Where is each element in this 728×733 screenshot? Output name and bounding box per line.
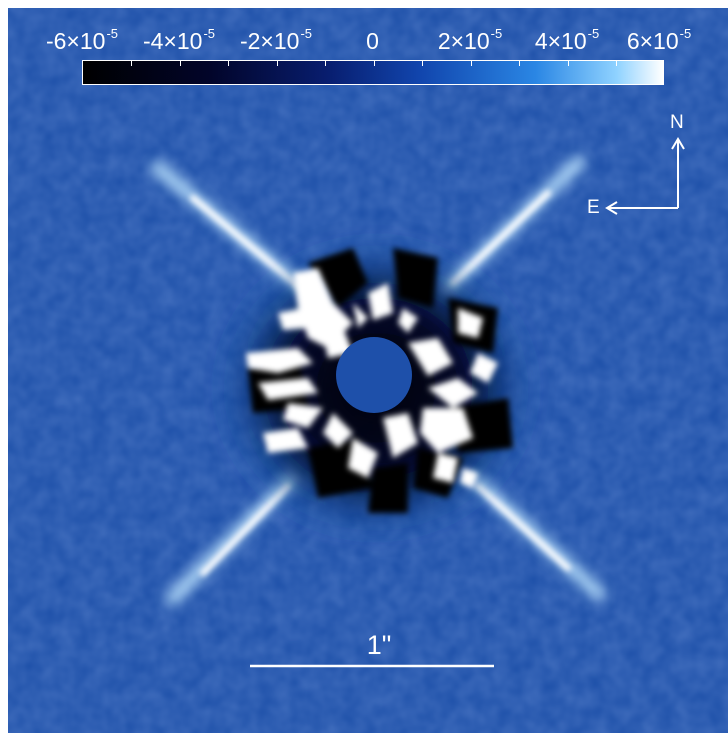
residual-image (8, 8, 728, 733)
colorbar-tick (228, 61, 229, 66)
colorbar-label: -6×10-5 (45, 26, 119, 54)
colorbar-tick (180, 61, 181, 66)
colorbar-label: -4×10-5 (142, 26, 216, 54)
colorbar-label: 6×10-5 (626, 26, 692, 54)
bright-speckles (246, 268, 498, 488)
colorbar (82, 60, 664, 85)
compass-north-label: N (670, 112, 684, 133)
compass-arrows (605, 137, 685, 215)
colorbar-labels: -6×10-5 -4×10-5 -2×10-5 0 2×10-5 4×10-5 … (8, 26, 728, 58)
colorbar-tick (519, 61, 520, 66)
colorbar-label: -2×10-5 (239, 26, 313, 54)
colorbar-tick (277, 61, 278, 66)
colorbar-label: 2×10-5 (437, 26, 503, 54)
compass-east-label: E (587, 197, 600, 218)
image-panel: -6×10-5 -4×10-5 -2×10-5 0 2×10-5 4×10-5 … (8, 8, 728, 733)
colorbar-label: 0 (366, 28, 379, 54)
colorbar-tick (568, 61, 569, 66)
colorbar-label: 4×10-5 (534, 26, 600, 54)
colorbar-tick (131, 61, 132, 66)
coronagraph-mask (336, 337, 412, 413)
colorbar-tick (616, 61, 617, 66)
scale-bar-label: 1" (366, 630, 392, 660)
colorbar-tick (374, 61, 375, 66)
colorbar-tick (325, 61, 326, 66)
colorbar-tick (422, 61, 423, 66)
colorbar-tick (471, 61, 472, 66)
